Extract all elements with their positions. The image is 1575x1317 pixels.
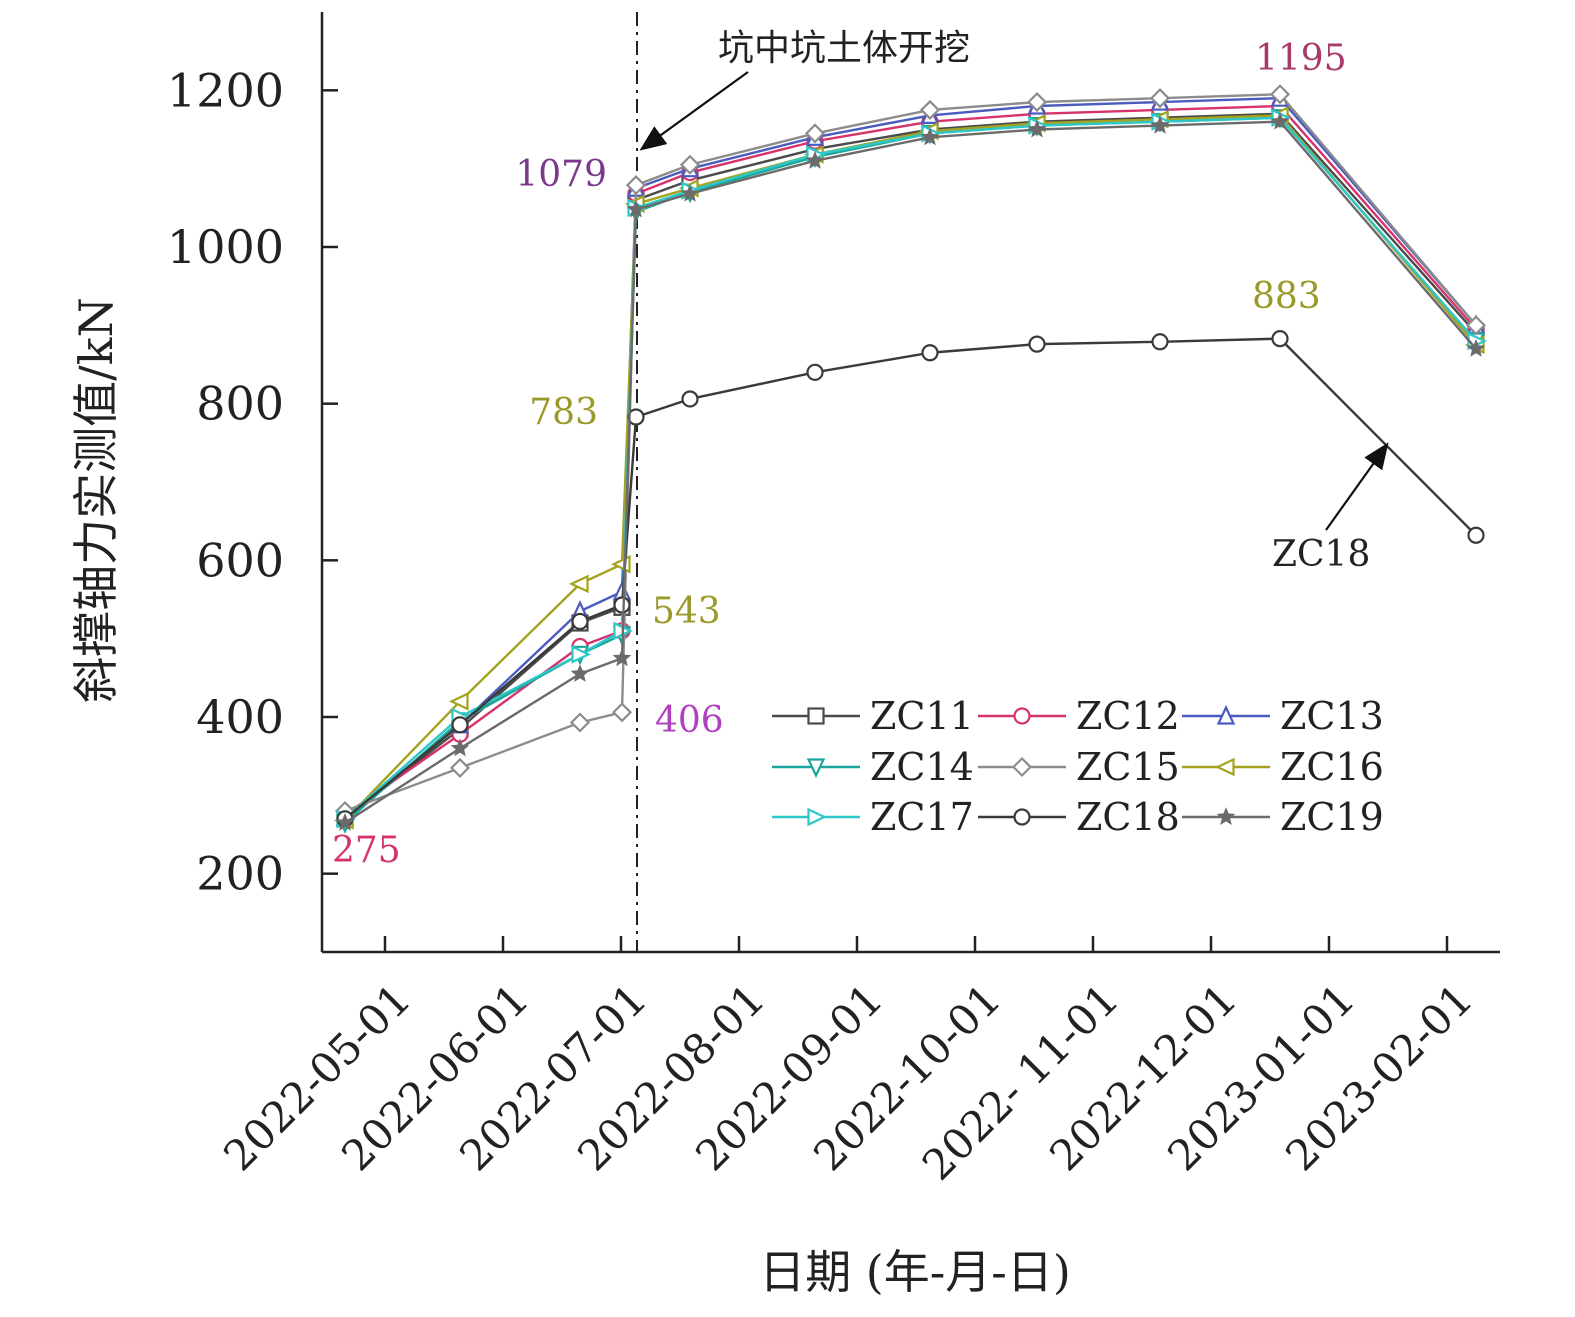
- data-point-zc15: [1149, 88, 1171, 109]
- series-line-zc19: [344, 120, 1477, 824]
- legend-marker: [1011, 756, 1033, 778]
- series-line-zc18: [344, 337, 1477, 820]
- data-point-zc18: [1151, 333, 1169, 351]
- data-point-zc15: [804, 123, 826, 144]
- annotation-excavation-label: 坑中坑土体开挖: [718, 28, 970, 69]
- data-point-zc19: [1466, 338, 1486, 357]
- series-layer: [333, 84, 1488, 834]
- legend-item-zc14: ZC14: [772, 745, 974, 789]
- y-tick-label: 600: [196, 533, 284, 587]
- data-point-zc15: [679, 154, 701, 175]
- data-point-zc19: [612, 648, 632, 667]
- legend-label: ZC11: [870, 694, 974, 738]
- data-point-zc15: [449, 757, 471, 778]
- excavation-arrow: [639, 71, 749, 151]
- y-tick-label: 200: [196, 847, 284, 901]
- annotation-543: 543: [652, 591, 721, 632]
- legend-item-zc13: ZC13: [1182, 694, 1384, 738]
- data-point-zc19: [1270, 111, 1290, 130]
- data-point-zc18: [681, 390, 699, 408]
- series-line-zc11: [344, 112, 1477, 820]
- y-tick-label: 1200: [167, 63, 284, 117]
- y-axis-title: 斜撑轴力实测值/kN: [69, 297, 123, 703]
- legend-marker: [1216, 807, 1236, 825]
- y-tick-label: 800: [196, 377, 284, 431]
- series-line-zc13: [344, 96, 1477, 819]
- data-point-zc19: [626, 199, 646, 218]
- x-axis-title: 日期 (年-月-日): [759, 1245, 1071, 1299]
- legend-marker: [807, 807, 828, 827]
- legend-item-zc15: ZC15: [978, 745, 1180, 789]
- legend-label: ZC15: [1076, 745, 1180, 789]
- data-point-zc16: [448, 692, 469, 711]
- data-point-zc18: [451, 716, 469, 734]
- data-point-zc16: [568, 574, 589, 594]
- data-point-zc19: [805, 150, 825, 169]
- data-point-zc15: [611, 702, 633, 723]
- legend-label: ZC13: [1280, 694, 1384, 738]
- data-point-zc19: [335, 812, 355, 831]
- legend-item-zc12: ZC12: [978, 694, 1180, 738]
- data-point-zc19: [1150, 115, 1170, 134]
- series-line-zc12: [344, 104, 1477, 816]
- data-point-zc18: [806, 363, 824, 381]
- data-point-zc15: [919, 99, 941, 120]
- data-point-zc18: [921, 344, 939, 362]
- y-tick-label: 400: [196, 690, 284, 744]
- legend-marker: [1214, 757, 1235, 777]
- legend-item-zc16: ZC16: [1182, 745, 1384, 789]
- annotation-406: 406: [655, 700, 724, 741]
- legend-marker: [1013, 808, 1031, 826]
- data-point-zc19: [920, 127, 940, 146]
- data-point-zc18: [571, 612, 589, 631]
- annotation-zc18-label: ZC18: [1272, 534, 1370, 575]
- data-point-zc19: [680, 183, 700, 202]
- data-point-zc18: [1028, 335, 1046, 353]
- legend-item-zc18: ZC18: [978, 795, 1180, 839]
- y-tick-label: 1000: [167, 220, 284, 274]
- series-zc19: [335, 111, 1486, 831]
- annotation-883: 883: [1252, 276, 1321, 317]
- legend-label: ZC16: [1280, 745, 1384, 789]
- data-point-zc19: [570, 664, 590, 682]
- data-point-zc18: [1271, 330, 1289, 348]
- data-point-zc15: [1026, 92, 1048, 113]
- legend-item-zc17: ZC17: [772, 795, 974, 839]
- legend-label: ZC12: [1076, 694, 1180, 738]
- legend-label: ZC14: [870, 745, 974, 789]
- legend-label: ZC19: [1280, 795, 1384, 839]
- legend-label: ZC17: [870, 795, 974, 839]
- data-point-zc15: [1465, 315, 1487, 336]
- legend: ZC11 ZC12 ZC13 ZC14 ZC15 ZC16 ZC17 ZC18 ZC19: [772, 694, 1384, 839]
- annotation-1079: 1079: [515, 154, 607, 195]
- zc18-arrow: [1325, 442, 1389, 531]
- data-point-zc18: [613, 596, 631, 614]
- data-point-zc18: [1467, 526, 1485, 544]
- data-point-zc15: [569, 712, 591, 733]
- series-line-zc15: [344, 93, 1477, 813]
- legend-marker: [1216, 704, 1236, 725]
- data-point-zc19: [1027, 119, 1047, 138]
- legend-marker: [807, 707, 825, 725]
- axes: 200400600800100012002022-05-012022-06-01…: [167, 12, 1500, 1190]
- legend-item-zc19: ZC19: [1182, 795, 1384, 839]
- data-point-zc19: [450, 738, 470, 757]
- annotation-783: 783: [529, 392, 598, 433]
- series-line-zc17: [344, 116, 1477, 820]
- annotations: 275 1079 783 543 406 1195 883 坑中坑土体开挖 ZC18: [332, 28, 1389, 871]
- annotation-275: 275: [332, 830, 401, 871]
- data-point-zc15: [625, 175, 647, 196]
- annotation-1195: 1195: [1255, 38, 1347, 79]
- data-point-zc17: [571, 645, 592, 664]
- legend-marker: [1013, 707, 1031, 725]
- legend-marker: [806, 758, 826, 779]
- legend-item-zc11: ZC11: [772, 694, 974, 738]
- data-point-zc15: [1269, 84, 1291, 105]
- legend-label: ZC18: [1076, 795, 1180, 839]
- series-zc18: [336, 330, 1485, 828]
